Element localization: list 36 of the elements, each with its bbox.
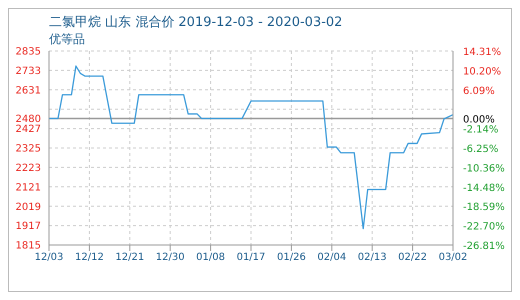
y2-tick-label: -18.59%	[463, 202, 505, 214]
x-tick-label: 01/17	[236, 252, 266, 264]
y-tick-label: 1917	[16, 221, 41, 232]
x-tick-label: 12/21	[115, 252, 144, 264]
x-tick-label: 02/04	[317, 252, 346, 264]
y2-tick-label: -22.70%	[463, 222, 505, 233]
y-tick-label: 1815	[16, 240, 41, 252]
x-tick-label: 12/12	[74, 252, 104, 264]
y-tick-label: 2733	[16, 66, 41, 77]
y2-tick-label: 14.31%	[463, 47, 502, 58]
x-tick-label: 02/22	[398, 252, 428, 264]
y-tick-label: 2480	[16, 114, 41, 126]
y-tick-label: 2427	[16, 124, 41, 136]
y2-tick-label: -14.48%	[463, 182, 505, 194]
x-tick-label: 01/26	[276, 252, 306, 264]
x-tick-label: 12/30	[156, 252, 185, 264]
chart-title: 二氯甲烷 山东 混合价 2019-12-03 - 2020-03-02	[49, 14, 342, 31]
x-tick-label: 02/13	[358, 252, 387, 264]
y2-tick-label: 6.09%	[463, 86, 495, 97]
x-tick-label: 01/08	[196, 252, 226, 264]
y-tick-label: 2121	[16, 182, 41, 194]
y2-tick-label: -10.36%	[463, 163, 505, 174]
y-tick-label: 2223	[16, 162, 41, 174]
y2-tick-label: 0.00%	[463, 114, 495, 126]
y-tick-label: 2019	[16, 202, 41, 213]
x-tick-label: 12/03	[34, 252, 64, 264]
y2-tick-label: -2.14%	[463, 124, 498, 136]
y-tick-label: 2631	[16, 85, 41, 96]
y-tick-label: 2835	[16, 46, 41, 58]
x-tick-label: 03/02	[438, 252, 468, 264]
chart-subtitle: 优等品	[49, 31, 85, 48]
y2-tick-label: -26.81%	[463, 241, 505, 252]
line-series	[49, 65, 453, 230]
y2-tick-label: 10.20%	[463, 66, 502, 78]
y-tick-label: 2325	[16, 144, 41, 155]
y2-tick-label: -6.25%	[463, 144, 498, 155]
